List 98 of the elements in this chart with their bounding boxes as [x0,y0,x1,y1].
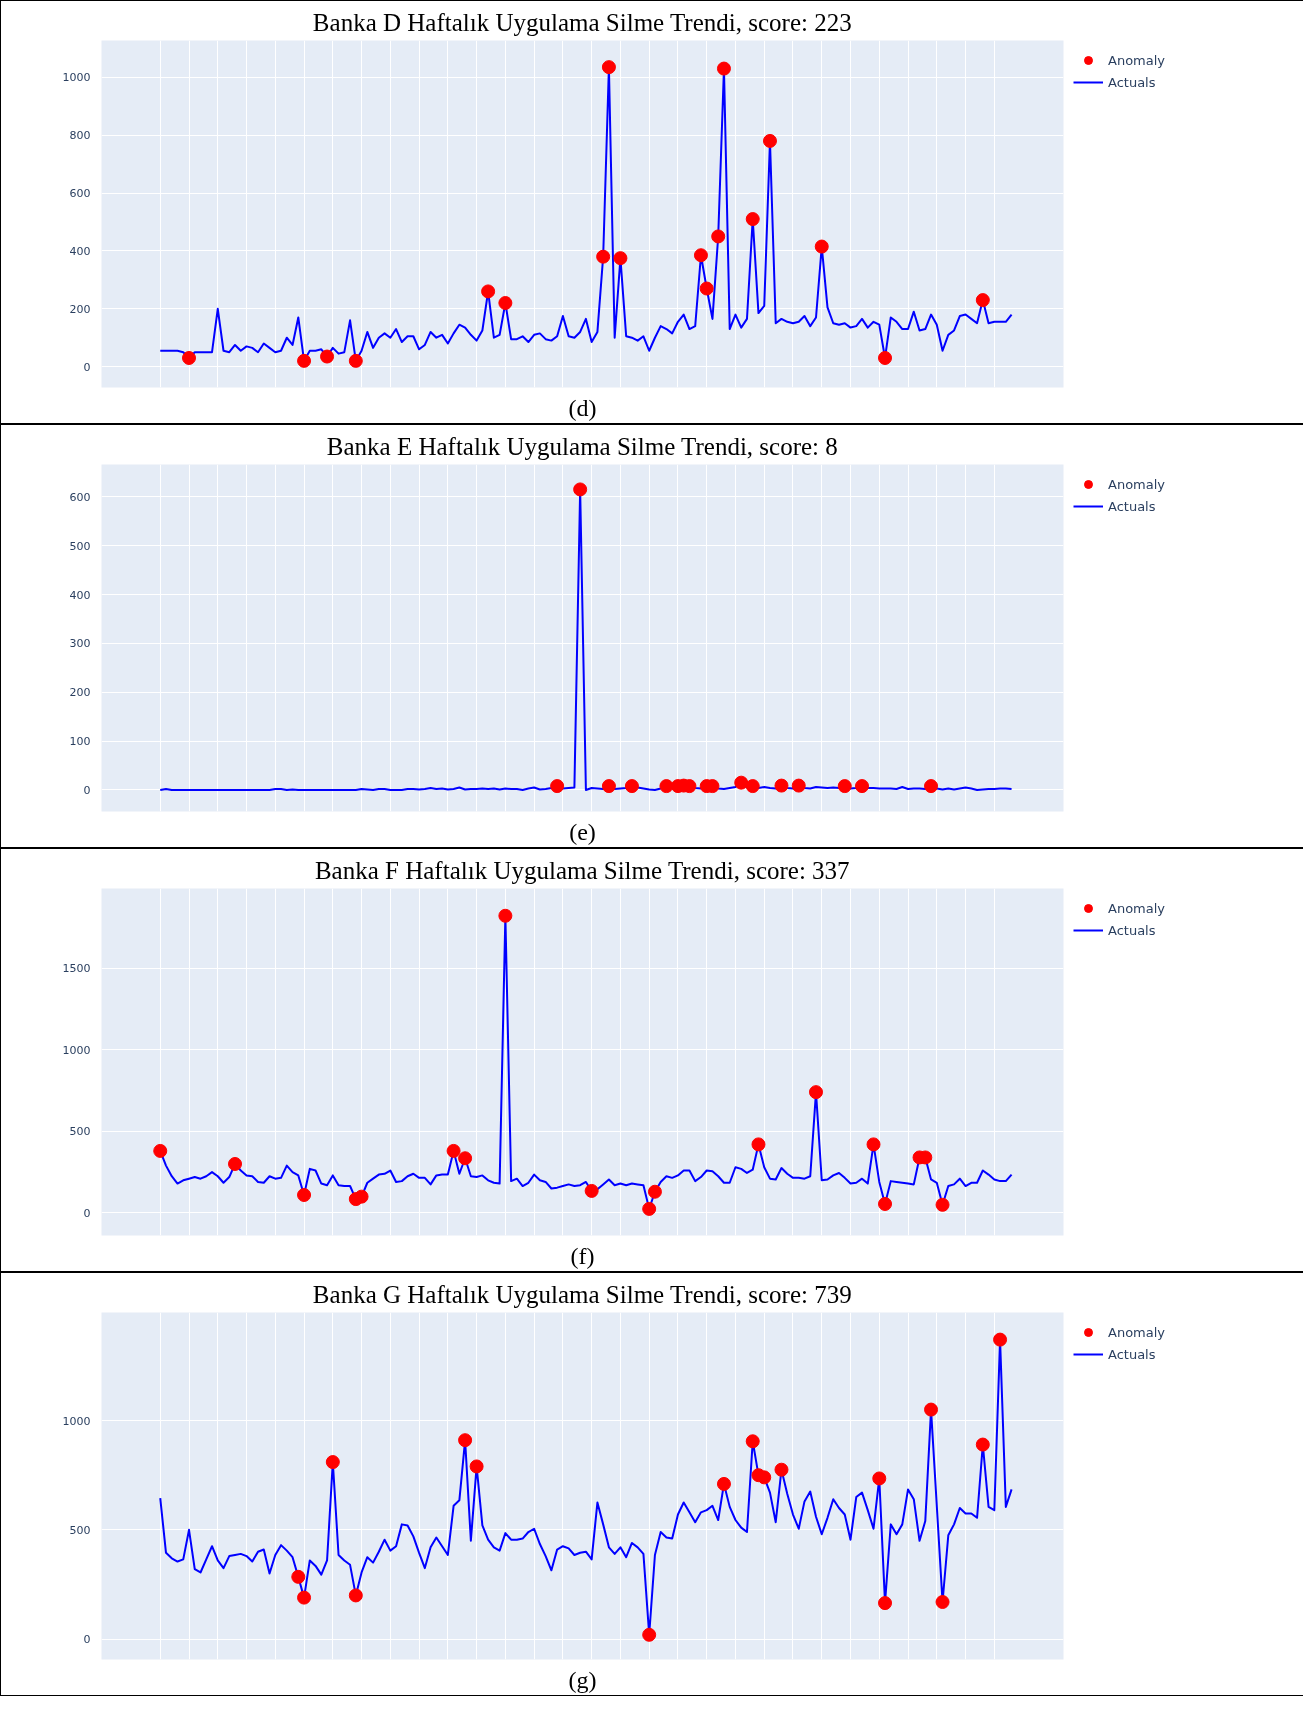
y-tick-label: 500 [69,1523,91,1537]
point [872,1471,887,1486]
point [924,779,939,794]
point [297,353,312,368]
point [153,1143,168,1158]
text: (f) [570,1242,595,1269]
y-tick-label: 1500 [62,962,91,976]
point [814,239,829,254]
point [297,1590,312,1605]
point [774,778,789,793]
point [866,1137,881,1152]
point [228,1156,243,1171]
y-tick-label: 0 [83,1206,91,1220]
point [751,1137,766,1152]
point [446,1143,461,1158]
legend-label: Actuals [1108,74,1156,90]
point [584,1183,599,1198]
legend-label: Actuals [1108,922,1156,938]
legend-label: Actuals [1108,498,1156,514]
point [573,482,588,497]
y-tick-label: 1000 [62,1414,91,1428]
point [935,1595,950,1609]
point [596,249,611,264]
point [837,779,852,794]
point [182,350,196,365]
chart-title: Banka D Haftalık Uygulama Silme Trendi, score: 223 [312,8,852,36]
point [975,1437,990,1452]
y-tick-label: 600 [69,187,91,201]
point [855,779,870,794]
point [458,1151,473,1166]
point [642,1627,657,1642]
point [808,1085,823,1100]
y-tick-label: 400 [69,588,91,602]
point [348,353,363,368]
point [924,1402,939,1417]
point [291,1569,306,1584]
chart-title: Banka G Haftalık Uygulama Silme Trendi, score: 739 [312,1280,852,1308]
point [878,1596,893,1611]
point [297,1188,312,1202]
point [711,229,726,244]
text: (e) [569,818,596,845]
point [878,350,893,365]
point [878,1197,893,1211]
point [601,60,616,75]
point [745,779,760,794]
legend-label: Actuals [1108,1346,1156,1362]
point [481,284,496,299]
chart-title: Banka E Haftalık Uygulama Silme Trendi, score: 8 [326,432,838,460]
chart-title: Banka F Haftalık Uygulama Silme Trendi, score: 337 [314,856,850,884]
y-tick-label: 200 [69,686,91,700]
point [734,775,749,790]
text: (d) [568,394,597,421]
legend-label: Anomaly [1108,900,1166,916]
y-tick-label: 500 [69,539,91,553]
y-tick-label: 300 [69,637,91,651]
point [716,1476,731,1491]
point [745,1434,760,1449]
point [498,296,513,310]
point [325,1455,340,1470]
point [458,1433,473,1448]
point [791,778,806,793]
y-tick-label: 0 [83,784,91,797]
y-tick-label: 0 [83,360,91,374]
point [716,61,731,76]
point [498,908,513,923]
point [757,1470,772,1485]
point [993,1332,1008,1347]
y-tick-label: 1000 [62,1043,91,1057]
point [659,779,674,794]
point [354,1189,369,1204]
y-tick-label: 600 [69,490,91,504]
point [601,779,616,794]
legend-label: Anomaly [1108,476,1166,492]
point [642,1201,657,1216]
y-tick-label: 0 [83,1633,91,1647]
point [624,779,639,794]
y-tick-label: 100 [69,735,91,749]
point [699,281,714,296]
point [975,293,990,308]
y-tick-label: 400 [69,244,91,258]
y-tick-label: 200 [69,302,91,316]
legend-label: Anomaly [1108,1324,1166,1340]
point [550,779,565,794]
point [935,1197,950,1212]
point [647,1184,662,1199]
point [774,1462,789,1477]
point [469,1459,484,1474]
point [613,251,628,266]
y-tick-label: 1000 [62,71,91,85]
y-tick-label: 500 [69,1125,91,1139]
point [693,248,708,263]
point [348,1588,363,1603]
legend-label: Anomaly [1108,52,1166,68]
point [320,349,335,364]
point [762,133,777,148]
y-tick-label: 800 [69,129,91,143]
text: (g) [568,1666,597,1693]
point [745,212,760,227]
